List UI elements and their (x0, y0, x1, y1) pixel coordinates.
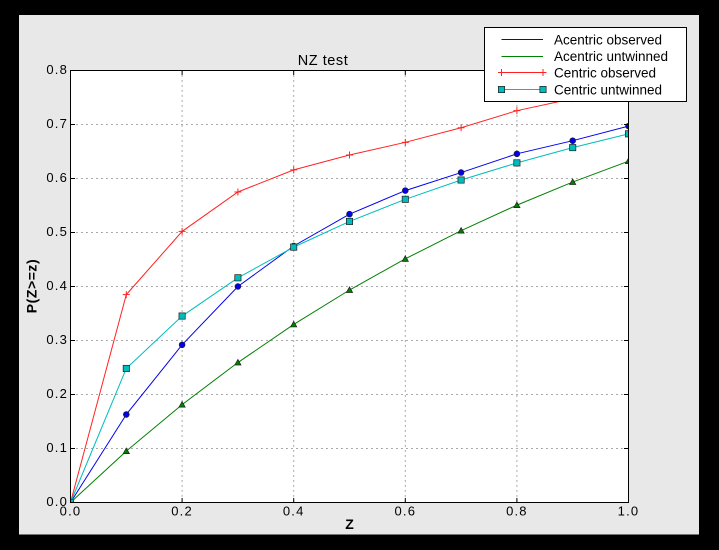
svg-text:0.4: 0.4 (46, 278, 68, 293)
svg-text:0.8: 0.8 (46, 62, 68, 77)
svg-text:0.6: 0.6 (46, 170, 68, 185)
svg-text:0.0: 0.0 (46, 494, 68, 509)
svg-text:0.4: 0.4 (283, 504, 305, 519)
svg-text:0.1: 0.1 (46, 440, 68, 455)
svg-text:0.5: 0.5 (46, 224, 68, 239)
svg-text:Centric untwinned: Centric untwinned (554, 82, 662, 97)
svg-text:0.0: 0.0 (60, 504, 82, 519)
svg-text:0.6: 0.6 (394, 504, 416, 519)
svg-text:Acentric untwinned: Acentric untwinned (554, 49, 668, 64)
svg-text:Centric observed: Centric observed (554, 66, 656, 81)
svg-text:0.8: 0.8 (506, 504, 528, 519)
svg-text:Acentric observed: Acentric observed (554, 32, 662, 47)
svg-text:0.7: 0.7 (46, 116, 68, 131)
svg-text:1.0: 1.0 (618, 504, 640, 519)
svg-text:Z: Z (345, 516, 354, 532)
svg-text:0.2: 0.2 (46, 386, 68, 401)
svg-text:NZ test: NZ test (298, 53, 349, 69)
svg-text:P(Z>=z): P(Z>=z) (24, 259, 40, 313)
svg-text:0.2: 0.2 (171, 504, 193, 519)
svg-text:0.3: 0.3 (46, 332, 68, 347)
